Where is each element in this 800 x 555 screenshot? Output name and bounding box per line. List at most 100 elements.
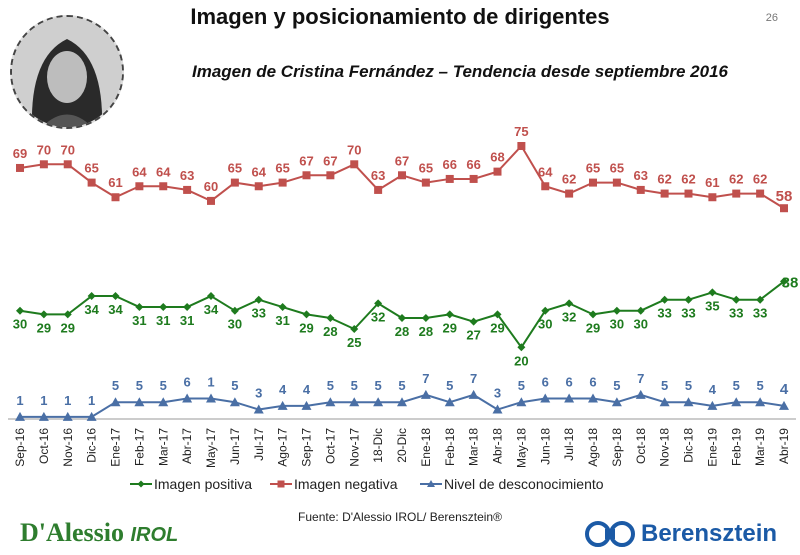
data-point — [111, 193, 120, 202]
data-point — [86, 411, 97, 421]
x-tick-label: May-18 — [514, 428, 528, 468]
data-point — [62, 411, 73, 421]
data-point — [708, 193, 717, 202]
data-label: 29 — [299, 320, 313, 335]
data-point — [39, 310, 48, 319]
data-label: 66 — [443, 157, 457, 172]
data-label: 64 — [538, 164, 553, 179]
berensztein-logo-icon — [585, 521, 635, 547]
data-point — [445, 310, 454, 319]
data-label: 32 — [562, 309, 576, 324]
data-label: 5 — [757, 378, 764, 393]
data-label: 1 — [16, 393, 23, 408]
data-label: 3 — [255, 386, 262, 401]
data-label: 1 — [40, 393, 47, 408]
x-tick-label: Jul-17 — [252, 428, 266, 461]
data-label: 65 — [419, 161, 433, 176]
data-label: 60 — [204, 179, 218, 194]
data-point — [779, 400, 789, 410]
data-point — [565, 189, 574, 198]
data-label: 34 — [84, 302, 99, 317]
data-point — [755, 397, 766, 407]
data-label: 61 — [108, 175, 122, 190]
data-label: 28 — [323, 324, 337, 339]
data-point — [756, 295, 765, 304]
data-label: 67 — [323, 153, 337, 168]
data-point — [87, 178, 96, 187]
data-label: 65 — [84, 161, 98, 176]
data-point — [15, 411, 25, 421]
data-label: 29 — [586, 320, 600, 335]
data-label: 33 — [681, 306, 695, 321]
data-label: 67 — [299, 153, 313, 168]
data-point — [517, 142, 526, 150]
data-label: 25 — [347, 335, 361, 350]
x-tick-label: Mar-17 — [156, 428, 170, 466]
data-label: 66 — [466, 157, 480, 172]
x-tick-label: 20-Dic — [395, 428, 409, 463]
data-label: 65 — [610, 161, 624, 176]
page-title: Imagen y posicionamiento de dirigentes — [190, 4, 610, 29]
data-label: 5 — [327, 378, 334, 393]
data-label: 33 — [657, 306, 671, 321]
data-point — [660, 189, 669, 198]
data-label: 5 — [613, 378, 620, 393]
data-point — [659, 397, 670, 407]
data-label: 38 — [782, 274, 799, 291]
x-tick-label: Jul-18 — [562, 428, 576, 461]
data-point — [111, 292, 120, 301]
data-point — [135, 303, 144, 312]
data-label: 65 — [228, 161, 242, 176]
data-label: 29 — [443, 320, 457, 335]
data-label: 5 — [231, 378, 238, 393]
data-point — [707, 400, 718, 410]
x-tick-label: Jun-18 — [538, 428, 552, 465]
data-point — [612, 178, 621, 187]
data-label: 62 — [657, 172, 671, 187]
x-tick-label: May-17 — [204, 428, 218, 468]
x-tick-label: Oct-17 — [323, 428, 337, 464]
data-label: 64 — [156, 164, 171, 179]
line-chart: Sep-16 Oct-16 Nov-16 Dic-16 Ene-17 Feb-17 Mar-… — [8, 124, 799, 492]
x-tick-label: Dic-18 — [682, 428, 696, 463]
data-point — [254, 295, 263, 304]
data-point — [756, 189, 765, 198]
data-label: 28 — [395, 324, 409, 339]
data-point — [326, 171, 335, 180]
data-point — [421, 314, 430, 323]
data-point — [134, 397, 145, 407]
data-label: 31 — [156, 313, 170, 328]
data-point — [517, 343, 526, 352]
data-label: 7 — [422, 371, 429, 386]
data-point — [182, 393, 193, 403]
source-note: Fuente: D'Alessio IROL/ Berensztein® — [298, 510, 502, 524]
data-label: 4 — [279, 382, 287, 397]
data-point — [278, 178, 287, 187]
data-label: 5 — [685, 378, 692, 393]
data-point — [469, 317, 478, 326]
data-label: 30 — [228, 317, 242, 332]
x-tick-label: Dic-16 — [85, 428, 99, 463]
data-label: 20 — [514, 353, 528, 368]
data-point — [398, 314, 406, 323]
data-point — [683, 397, 694, 407]
data-label: 34 — [204, 302, 219, 317]
x-tick-label: Ene-19 — [705, 428, 719, 467]
data-point — [325, 397, 336, 407]
x-tick-label: 18-Dic — [371, 428, 385, 463]
data-label: 64 — [132, 164, 147, 179]
data-label: 29 — [61, 320, 75, 335]
data-point — [445, 174, 454, 183]
data-label: 7 — [637, 371, 644, 386]
data-label: 34 — [108, 302, 123, 317]
data-label: 63 — [371, 168, 385, 183]
data-point — [135, 182, 144, 191]
data-point — [635, 389, 646, 399]
x-tick-label: Mar-18 — [467, 428, 481, 466]
data-point — [207, 196, 215, 205]
data-point — [183, 303, 192, 312]
data-point — [780, 277, 788, 286]
data-point — [302, 171, 311, 180]
data-label: 6 — [542, 375, 549, 390]
data-label: 62 — [681, 172, 695, 187]
